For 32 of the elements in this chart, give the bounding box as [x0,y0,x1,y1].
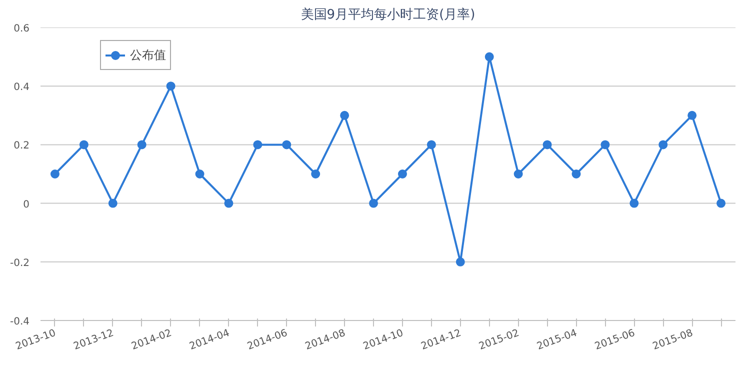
point [166,82,176,91]
point [79,140,88,150]
point [369,198,378,208]
point [572,170,581,178]
point [50,170,60,178]
point [137,140,146,150]
point [426,140,436,150]
legend-label: 公布值 [130,46,166,64]
point [456,257,465,266]
point [600,140,610,150]
point [398,170,407,178]
y-tick-label: 0.4 [14,82,30,94]
point [514,170,523,178]
point [542,140,552,150]
point [282,140,292,150]
point [630,198,639,208]
chart-title: 美国9月平均每小时工资(月率) [300,6,476,22]
point [716,198,726,208]
y-tick-label: 0.2 [14,140,30,152]
point [688,110,697,120]
point [484,52,494,62]
y-tick-label: 0 [23,199,30,210]
y-tick-label: -0.4 [10,316,30,328]
point [224,198,234,208]
point [340,110,350,120]
point [253,140,262,150]
point [108,198,118,208]
y-tick-label: 0.6 [14,24,30,34]
y-tick-label: -0.2 [10,258,30,269]
point [311,170,320,178]
point [195,170,204,178]
point [658,140,668,150]
